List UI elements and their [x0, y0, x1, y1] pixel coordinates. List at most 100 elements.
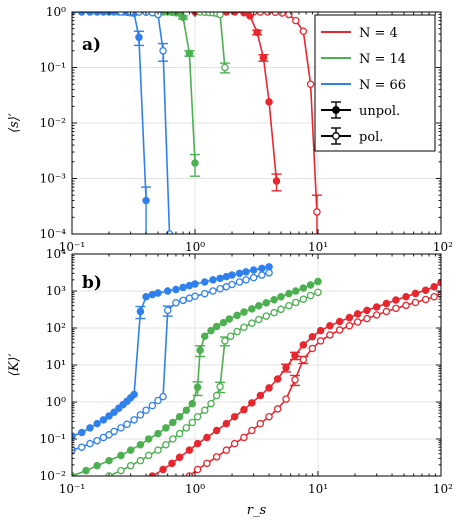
data-point	[99, 12, 108, 16]
data-point	[105, 412, 113, 420]
data-point	[258, 264, 266, 273]
data-point	[258, 271, 266, 279]
data-point	[392, 304, 400, 313]
y-tick-label: 10¹	[46, 358, 66, 372]
legend-label: N = 14	[359, 52, 406, 67]
y-tick-label: 10⁻³	[40, 172, 67, 186]
data-point	[163, 306, 172, 315]
data-point	[216, 274, 224, 283]
data-point	[144, 451, 153, 460]
legend-entry: N = 66	[321, 78, 406, 93]
data-point	[159, 465, 167, 474]
data-point	[216, 12, 224, 19]
data-point	[242, 276, 250, 284]
data-point	[240, 405, 248, 414]
data-point	[219, 318, 228, 327]
data-point	[162, 424, 170, 432]
data-point	[273, 375, 282, 383]
data-point	[207, 399, 215, 408]
data-point	[292, 298, 300, 307]
data-point	[256, 12, 265, 16]
legend-label: N = 66	[359, 78, 406, 93]
data-point	[240, 12, 248, 17]
data-point	[326, 322, 334, 330]
data-point	[225, 315, 234, 323]
data-point	[308, 344, 317, 353]
legend-entry: pol.	[321, 127, 383, 145]
data-point	[175, 429, 184, 438]
data-point	[93, 436, 101, 445]
legend-marker	[332, 106, 340, 114]
data-point	[248, 319, 256, 327]
panel-b: 10⁻¹ 10⁰ 10¹ 10²10⁴10³10²10¹10⁰10⁻¹10⁻²b)⟨K…	[7, 247, 453, 518]
data-point	[272, 177, 281, 185]
data-point	[179, 296, 187, 305]
data-point	[382, 299, 391, 308]
series-n4-pol	[185, 290, 441, 476]
data-point	[162, 440, 170, 449]
data-point	[179, 283, 187, 292]
data-point	[77, 443, 86, 451]
x-tick-label: 10¹	[308, 482, 328, 496]
series-n66-unpol	[72, 263, 273, 440]
data-point	[77, 12, 86, 16]
data-point	[222, 419, 231, 428]
data-point	[262, 312, 271, 320]
data-point	[93, 461, 101, 470]
data-point	[265, 269, 273, 277]
data-point	[230, 12, 239, 16]
data-point	[191, 159, 199, 167]
data-point	[233, 311, 241, 320]
data-point	[235, 278, 244, 286]
data-point	[203, 459, 211, 468]
data-point	[372, 311, 381, 319]
data-point	[172, 299, 180, 307]
data-point	[282, 395, 290, 403]
data-point	[126, 446, 135, 454]
data-point	[154, 289, 162, 297]
data-point	[345, 322, 354, 330]
x-tick-label: 10⁻¹	[59, 482, 85, 496]
data-point	[363, 314, 371, 323]
data-point	[135, 12, 143, 16]
data-point	[77, 428, 86, 437]
data-point	[154, 429, 162, 438]
data-point	[191, 280, 199, 288]
data-point	[265, 384, 273, 392]
panel-label: a)	[82, 35, 101, 55]
data-point	[233, 327, 241, 336]
data-point	[86, 12, 94, 16]
data-point	[314, 277, 322, 286]
data-point	[430, 292, 438, 301]
data-point	[291, 351, 299, 360]
data-point	[270, 296, 278, 304]
data-point	[314, 288, 322, 297]
y-tick-label: 10⁻²	[40, 116, 67, 130]
data-point	[249, 273, 258, 282]
y-tick-label: 10³	[46, 284, 66, 298]
data-point	[270, 308, 278, 317]
data-point	[313, 208, 321, 216]
data-point	[316, 326, 325, 335]
data-point	[188, 418, 197, 427]
data-point	[262, 299, 271, 307]
data-point	[240, 308, 248, 316]
data-point	[421, 286, 430, 294]
data-point	[353, 310, 362, 318]
data-point	[221, 337, 229, 345]
data-point	[117, 451, 125, 460]
data-point	[292, 16, 300, 25]
data-point	[285, 289, 293, 298]
data-point	[248, 426, 256, 435]
data-point	[411, 289, 420, 298]
data-point	[209, 276, 217, 284]
data-point	[222, 446, 231, 454]
data-point	[372, 303, 381, 311]
data-point	[411, 298, 420, 307]
data-point	[200, 332, 209, 340]
data-point	[259, 53, 268, 62]
data-point	[159, 392, 167, 401]
series-n4-pol	[249, 12, 322, 234]
series-n14-unpol	[72, 277, 322, 476]
data-point	[278, 12, 286, 17]
